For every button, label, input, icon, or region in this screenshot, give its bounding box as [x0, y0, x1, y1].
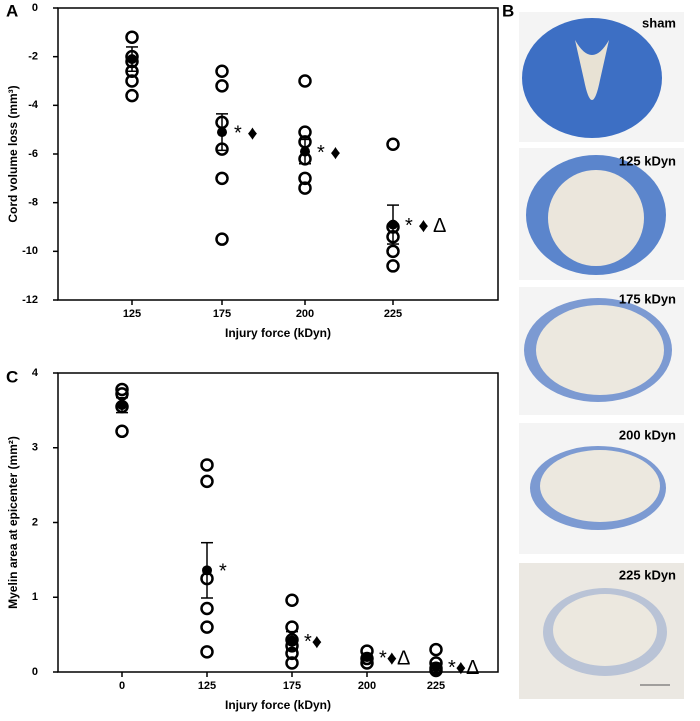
y-tick-label: 0 [32, 666, 38, 678]
image-label: 125 kDyn [619, 153, 676, 168]
significance-marker: *♦ [304, 631, 322, 653]
image-label: 225 kDyn [619, 567, 676, 582]
grey-matter [575, 40, 609, 100]
mean-point [127, 54, 137, 65]
data-point [125, 74, 139, 88]
data-point [386, 259, 400, 273]
data-point [285, 593, 299, 607]
x-tick-label: 125 [123, 308, 141, 320]
mean-point [362, 652, 372, 663]
y-tick-label: -6 [28, 148, 38, 160]
plot-frame [57, 7, 499, 301]
y-tick-label: 4 [32, 367, 39, 379]
data-point [215, 232, 229, 246]
x-axis-title: Injury force (kDyn) [225, 326, 331, 340]
panel-letter: A [6, 1, 18, 20]
image-label: 175 kDyn [619, 291, 676, 306]
y-tick-label: -12 [22, 294, 38, 306]
data-point [115, 382, 129, 397]
mean-point [388, 219, 398, 230]
y-tick-label: 0 [32, 2, 38, 14]
data-point [115, 424, 129, 439]
y-axis-title: Myelin area at epicenter (mm²) [6, 436, 20, 609]
mean-point [202, 565, 212, 576]
x-tick-label: 175 [283, 680, 301, 692]
data-point [298, 125, 312, 139]
x-tick-label: 125 [198, 680, 216, 692]
mean-point [431, 661, 441, 672]
data-point [298, 171, 312, 186]
data-point [386, 244, 400, 259]
mean-point [287, 635, 297, 646]
image-label: sham [642, 15, 676, 30]
data-point [298, 181, 312, 195]
y-tick-label: 1 [32, 591, 38, 603]
lesion [553, 594, 657, 666]
y-tick-label: -4 [28, 99, 39, 111]
mean-point [217, 127, 227, 138]
significance-marker: * ♦ Δ [405, 215, 446, 237]
x-tick-label: 175 [213, 308, 231, 320]
significance-marker: *♦Δ [379, 647, 410, 669]
y-tick-label: -8 [28, 197, 38, 209]
x-tick-label: 225 [384, 308, 402, 320]
data-point [298, 74, 312, 88]
significance-marker: * ♦ [317, 142, 341, 164]
x-axis-title: Injury force (kDyn) [225, 698, 331, 712]
panel-letter: C [6, 367, 18, 386]
y-tick-label: -2 [28, 51, 38, 63]
lesion [536, 305, 664, 395]
section-images: sham 125 kDyn 175 kDyn 200 kDyn 225 kDyn [519, 12, 684, 699]
data-point [200, 474, 214, 489]
y-tick-label: -10 [22, 245, 38, 257]
data-point [429, 642, 443, 657]
data-point [200, 458, 214, 472]
data-point [200, 620, 214, 634]
y-axis-title: Cord volume loss (mm³) [6, 85, 20, 222]
mean-point [117, 400, 127, 411]
data-point [215, 64, 229, 79]
x-tick-label: 225 [427, 680, 445, 692]
plot-frame [57, 372, 499, 673]
x-tick-label: 0 [119, 680, 125, 692]
data-point [200, 601, 214, 616]
lesion [540, 450, 660, 522]
data-point [215, 171, 229, 186]
lesion [548, 170, 644, 266]
x-tick-label: 200 [358, 680, 376, 692]
data-point [125, 88, 139, 103]
data-point [285, 656, 299, 670]
mean-point [300, 146, 310, 157]
y-tick-label: 3 [32, 442, 38, 454]
y-tick-label: 2 [32, 516, 38, 528]
image-label: 200 kDyn [619, 427, 676, 442]
data-point [386, 137, 400, 152]
significance-marker: * [219, 561, 227, 583]
data-point [215, 79, 229, 93]
x-tick-label: 200 [296, 308, 314, 320]
significance-marker: * ♦ [234, 122, 258, 144]
panel-letter: B [502, 1, 514, 20]
data-point [125, 30, 139, 44]
significance-marker: *♦Δ [448, 657, 479, 679]
data-point [200, 645, 214, 659]
